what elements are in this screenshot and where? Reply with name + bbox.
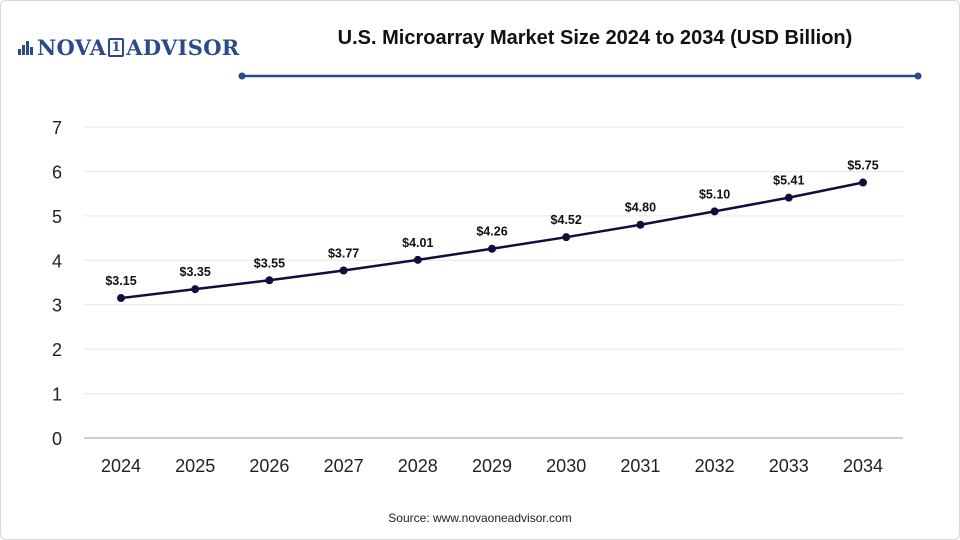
brand-logo: NOVA 1 ADVISOR [18, 34, 240, 60]
data-point [784, 193, 793, 202]
y-tick-label: 4 [52, 251, 62, 271]
title-underline [238, 72, 922, 80]
x-tick-label: 2027 [324, 456, 364, 476]
x-tick-label: 2024 [101, 456, 141, 476]
data-label: $4.80 [625, 201, 656, 215]
y-tick-label: 0 [52, 429, 62, 449]
data-label: $5.75 [847, 159, 878, 173]
data-point [191, 285, 200, 294]
source-note: Source: www.novaoneadvisor.com [388, 511, 572, 525]
x-tick-label: 2030 [546, 456, 586, 476]
x-tick-label: 2033 [769, 456, 809, 476]
data-label: $4.26 [476, 225, 507, 239]
data-label: $4.01 [402, 236, 433, 250]
data-point [117, 294, 125, 303]
y-tick-label: 7 [52, 118, 62, 138]
x-tick-label: 2032 [695, 456, 735, 476]
data-label: $5.41 [773, 174, 804, 188]
y-tick-label: 2 [52, 340, 62, 360]
data-label: $3.35 [180, 265, 211, 279]
data-label: $5.10 [699, 187, 730, 201]
data-point [265, 276, 274, 285]
x-tick-label: 2031 [620, 456, 660, 476]
x-tick-label: 2029 [472, 456, 512, 476]
data-point [710, 207, 719, 216]
logo-text-left: NOVA [37, 34, 107, 60]
x-axis-ticks: 2024 2025 2026 2027 2028 2029 2030 2031 2032 2033… [101, 456, 883, 476]
data-point [413, 255, 422, 264]
y-tick-label: 1 [52, 385, 62, 405]
x-tick-label: 2025 [175, 456, 215, 476]
data-point [488, 244, 496, 253]
x-tick-label: 2028 [398, 456, 438, 476]
data-label: $3.77 [328, 247, 359, 261]
data-point [339, 266, 348, 275]
series-line [120, 181, 864, 300]
y-tick-label: 6 [52, 162, 62, 182]
series-market-size: $3.15 $3.35 $3.55 $3.77 $4.01 $4.26 $4.52 $4.80… [105, 159, 879, 303]
grid-lines [84, 126, 903, 439]
logo-mark: 1 [108, 37, 125, 57]
y-axis-ticks: 0 1 2 3 4 5 6 7 [52, 118, 62, 449]
x-tick-label: 2034 [843, 456, 883, 476]
logo-bars-icon [18, 39, 34, 55]
data-point [562, 233, 571, 242]
data-label: $3.55 [254, 256, 285, 270]
chart-title: U.S. Microarray Market Size 2024 to 2034… [337, 27, 853, 49]
data-label: $3.15 [105, 274, 136, 288]
y-tick-label: 3 [52, 296, 62, 316]
logo-text-right: ADVISOR [126, 34, 240, 60]
y-tick-label: 5 [52, 207, 62, 227]
x-tick-label: 2026 [249, 456, 289, 476]
data-label: $4.52 [551, 213, 582, 227]
data-point [636, 220, 645, 229]
data-point [859, 178, 867, 187]
